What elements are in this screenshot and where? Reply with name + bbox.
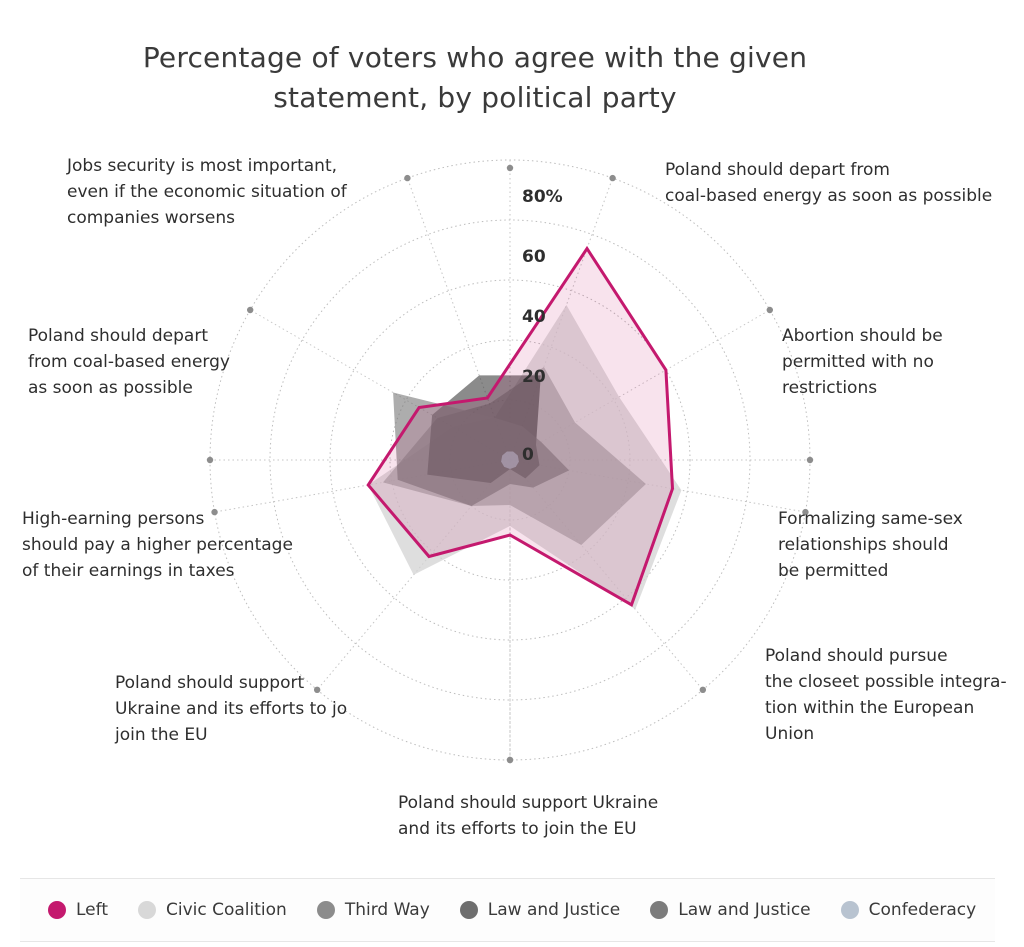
axis-label-3: Poland should pursue the closeet possibl…	[765, 643, 1007, 747]
legend-item-confederacy[interactable]: Confederacy	[840, 900, 977, 920]
axis-label-6-line-1: High-earning persons	[22, 509, 205, 529]
legend-item-law-and-justice-2[interactable]: Law and Justice	[650, 900, 811, 920]
axis-end-dot-bottom	[506, 756, 514, 764]
tick-label-40: 40	[522, 307, 546, 327]
legend-swatch-third-way	[316, 901, 335, 919]
axis-label-3-line-1: Poland should pursue	[765, 646, 948, 666]
axis-end-dot-3	[699, 686, 707, 694]
axis-label-8: Jobs security is most important, even if…	[67, 153, 347, 231]
axis-label-2: Formalizing same-sex relationships shoul…	[778, 506, 963, 584]
axis-label-3-line-4: Union	[765, 724, 815, 744]
legend-swatch-civic-coalition	[137, 901, 156, 919]
legend-item-third-way[interactable]: Third Way	[316, 900, 430, 920]
axis-label-2-line-1: Formalizing same-sex	[778, 509, 963, 529]
axis-label-6-line-2: should pay a higher percentage	[22, 535, 293, 555]
legend-label-confederacy: Confederacy	[868, 900, 977, 920]
legend-label-law-and-justice-1: Law and Justice	[487, 900, 621, 920]
axis-label-7-line-1: Poland should depart	[28, 326, 208, 346]
chart-title: Percentage of voters who agree with the …	[0, 38, 950, 118]
axis-label-1-line-2: permitted with no	[782, 352, 934, 372]
legend-label-left: Left	[76, 900, 108, 920]
legend-item-civic-coalition[interactable]: Civic Coalition	[137, 900, 287, 920]
axis-label-1-line-3: restrictions	[782, 378, 878, 398]
legend-label-third-way: Third Way	[344, 900, 430, 920]
series-3-law-and-justice	[393, 392, 570, 506]
axis-end-dot-2	[802, 508, 809, 516]
tick-label-60: 60	[522, 247, 546, 267]
legend-swatch-left	[48, 901, 66, 919]
axis-end-dot-top	[506, 164, 514, 172]
axis-label-6: High-earning persons should pay a higher…	[22, 506, 293, 584]
legend: Left Civic Coalition Third Way Law and J…	[20, 878, 995, 942]
axis-label-7-line-2: from coal-based energy	[28, 352, 230, 372]
tick-label-80: 80%	[522, 187, 563, 207]
tick-label-0: 0	[522, 445, 534, 465]
axis-label-2-line-2: relationships should	[778, 535, 949, 555]
axis-end-dot-right	[806, 456, 814, 464]
axis-end-dot-8	[404, 174, 411, 182]
axis-end-dot-0	[609, 174, 616, 182]
axis-label-1: Abortion should be permitted with no res…	[782, 323, 943, 401]
axis-label-3-line-2: the closeet possible integra-	[765, 672, 1007, 692]
axis-label-2-line-3: be permitted	[778, 561, 889, 581]
axis-label-3-line-3: tion within the European	[765, 698, 975, 718]
axis-label-8-line-1: Jobs security is most important,	[67, 156, 338, 176]
axis-label-8-line-2: even if the economic situation of	[67, 182, 347, 202]
axis-label-4-line-2: and its efforts to join the EU	[398, 819, 637, 839]
legend-label-civic-coalition: Civic Coalition	[165, 900, 287, 920]
axis-label-5-line-3: join the EU	[115, 725, 208, 745]
axis-label-7: Poland should depart from coal-based ene…	[28, 323, 230, 401]
series-4-confederacy	[501, 451, 519, 469]
grid-ring-60	[329, 279, 691, 641]
legend-swatch-law-and-justice-1	[459, 901, 478, 919]
axis-label-5-line-2: Ukraine and its efforts to jo	[115, 699, 348, 719]
axis-label-4: Poland should support Ukraine and its ef…	[398, 790, 658, 842]
axis-label-0-line-2: coal-based energy as soon as possible	[665, 186, 993, 206]
legend-item-law-and-justice-1[interactable]: Law and Justice	[459, 900, 621, 920]
axis-label-6-line-3: of their earnings in taxes	[22, 561, 235, 581]
axis-label-1-line-1: Abortion should be	[782, 326, 943, 346]
radar-chart: 0 20 40 60 80%	[206, 159, 814, 764]
axis-label-4-line-1: Poland should support Ukraine	[398, 793, 659, 813]
legend-item-left[interactable]: Left	[48, 900, 108, 920]
axis-end-dot-1	[766, 306, 774, 314]
tick-label-20: 20	[522, 367, 546, 387]
axis-end-dot-left	[206, 456, 214, 464]
axis-label-0-line-1: Poland should depart from	[665, 160, 890, 180]
axis-end-dot-6	[211, 508, 218, 516]
axis-end-dot-5	[313, 686, 321, 694]
chart-title-line-1: Percentage of voters who agree with the …	[142, 41, 808, 74]
axis-label-0: Poland should depart from coal-based ene…	[665, 157, 992, 209]
legend-swatch-confederacy	[840, 901, 859, 919]
axis-end-dot-7	[246, 306, 254, 314]
axis-label-5-line-1: Poland should support	[115, 673, 305, 693]
axis-label-5: Poland should support Ukraine and its ef…	[115, 670, 347, 748]
chart-title-line-2: statement, by political party	[273, 81, 677, 114]
legend-label-law-and-justice-2: Law and Justice	[678, 900, 811, 920]
series-5-left	[366, 245, 675, 607]
axis-label-8-line-3: companies worsens	[67, 208, 235, 228]
axis-label-7-line-3: as soon as possible	[28, 378, 193, 398]
legend-swatch-law-and-justice-2	[650, 901, 669, 919]
